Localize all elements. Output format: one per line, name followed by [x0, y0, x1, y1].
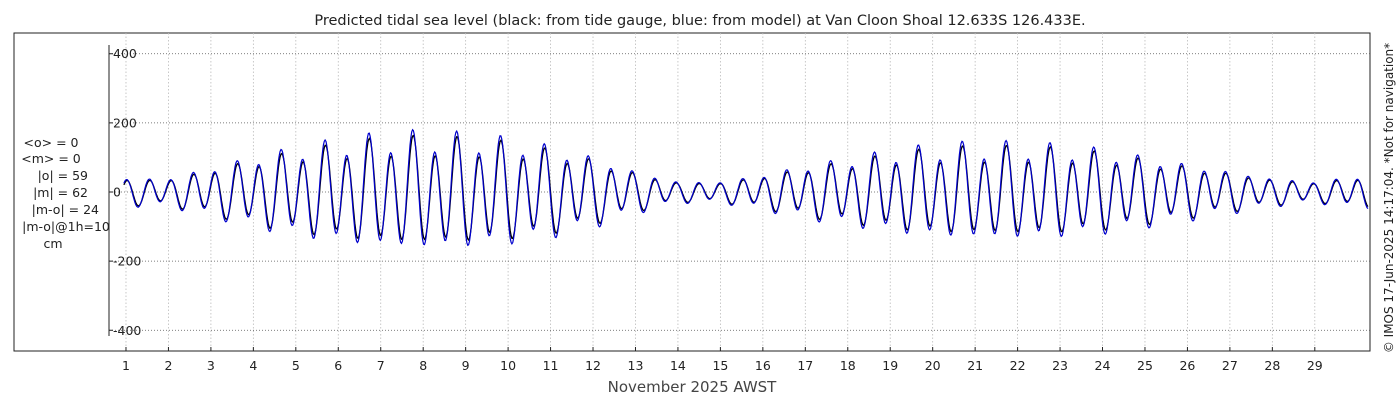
x-tick-label: 7: [377, 358, 385, 373]
x-tick-label: 15: [712, 358, 728, 373]
x-tick-label: 19: [882, 358, 898, 373]
stat-abs-difference: |m-o| = 24: [32, 202, 99, 217]
x-tick-label: 10: [500, 358, 516, 373]
series-line-model: [123, 128, 1369, 247]
x-tick-label: 26: [1179, 358, 1195, 373]
y-axis-ticks: 400 200 0 -200 -400: [109, 46, 141, 338]
x-tick-label: 6: [334, 358, 342, 373]
x-tick-label: 2: [164, 358, 172, 373]
x-tick-label: 3: [207, 358, 215, 373]
x-axis-ticks: 1 2 3 4 5 6 7 8 9 10 11 12 13 14 15 16 17 18 19 20 21 22 23 24 2…: [122, 347, 1323, 373]
x-tick-label: 17: [797, 358, 813, 373]
x-tick-label: 28: [1264, 358, 1280, 373]
stat-mean-observed: <o> = 0: [24, 135, 79, 150]
y-tick-label: 200: [113, 115, 137, 130]
x-tick-label: 12: [585, 358, 601, 373]
x-tick-label: 1: [122, 358, 130, 373]
stat-difference-1h: |m-o|@1h=10: [22, 219, 110, 234]
stat-mean-model: <m> = 0: [21, 151, 81, 166]
stat-unit: cm: [43, 236, 62, 251]
y-tick-label: -400: [113, 323, 141, 338]
x-tick-label: 11: [543, 358, 559, 373]
x-tick-label: 24: [1095, 358, 1111, 373]
x-tick-label: 9: [462, 358, 470, 373]
x-tick-label: 22: [1010, 358, 1026, 373]
stat-abs-model: |m| = 62: [33, 185, 88, 200]
y-tick-label: 400: [113, 46, 137, 61]
x-tick-label: 23: [1052, 358, 1068, 373]
y-tick-label: -200: [113, 254, 141, 269]
stat-abs-observed: |o| = 59: [38, 168, 88, 183]
x-tick-label: 5: [292, 358, 300, 373]
chart-title: Predicted tidal sea level (black: from t…: [314, 13, 1085, 29]
y-tick-label: 0: [113, 185, 121, 200]
x-tick-label: 20: [925, 358, 941, 373]
x-tick-label: 16: [755, 358, 771, 373]
x-tick-label: 14: [670, 358, 686, 373]
x-tick-label: 21: [967, 358, 983, 373]
x-tick-label: 29: [1307, 358, 1323, 373]
grid-lines: [109, 33, 1370, 351]
x-tick-label: 27: [1222, 358, 1238, 373]
copyright-note: © IMOS 17-Jun-2025 14:17:04. *Not for na…: [1382, 43, 1396, 353]
x-axis-label: November 2025 AWST: [608, 378, 778, 396]
x-tick-label: 25: [1137, 358, 1153, 373]
x-tick-label: 13: [628, 358, 644, 373]
x-tick-label: 18: [840, 358, 856, 373]
x-tick-label: 8: [419, 358, 427, 373]
x-tick-label: 4: [249, 358, 257, 373]
stats-panel: <o> = 0 <m> = 0 |o| = 59 |m| = 62 |m-o| …: [21, 135, 110, 251]
series-lines: [123, 128, 1369, 247]
